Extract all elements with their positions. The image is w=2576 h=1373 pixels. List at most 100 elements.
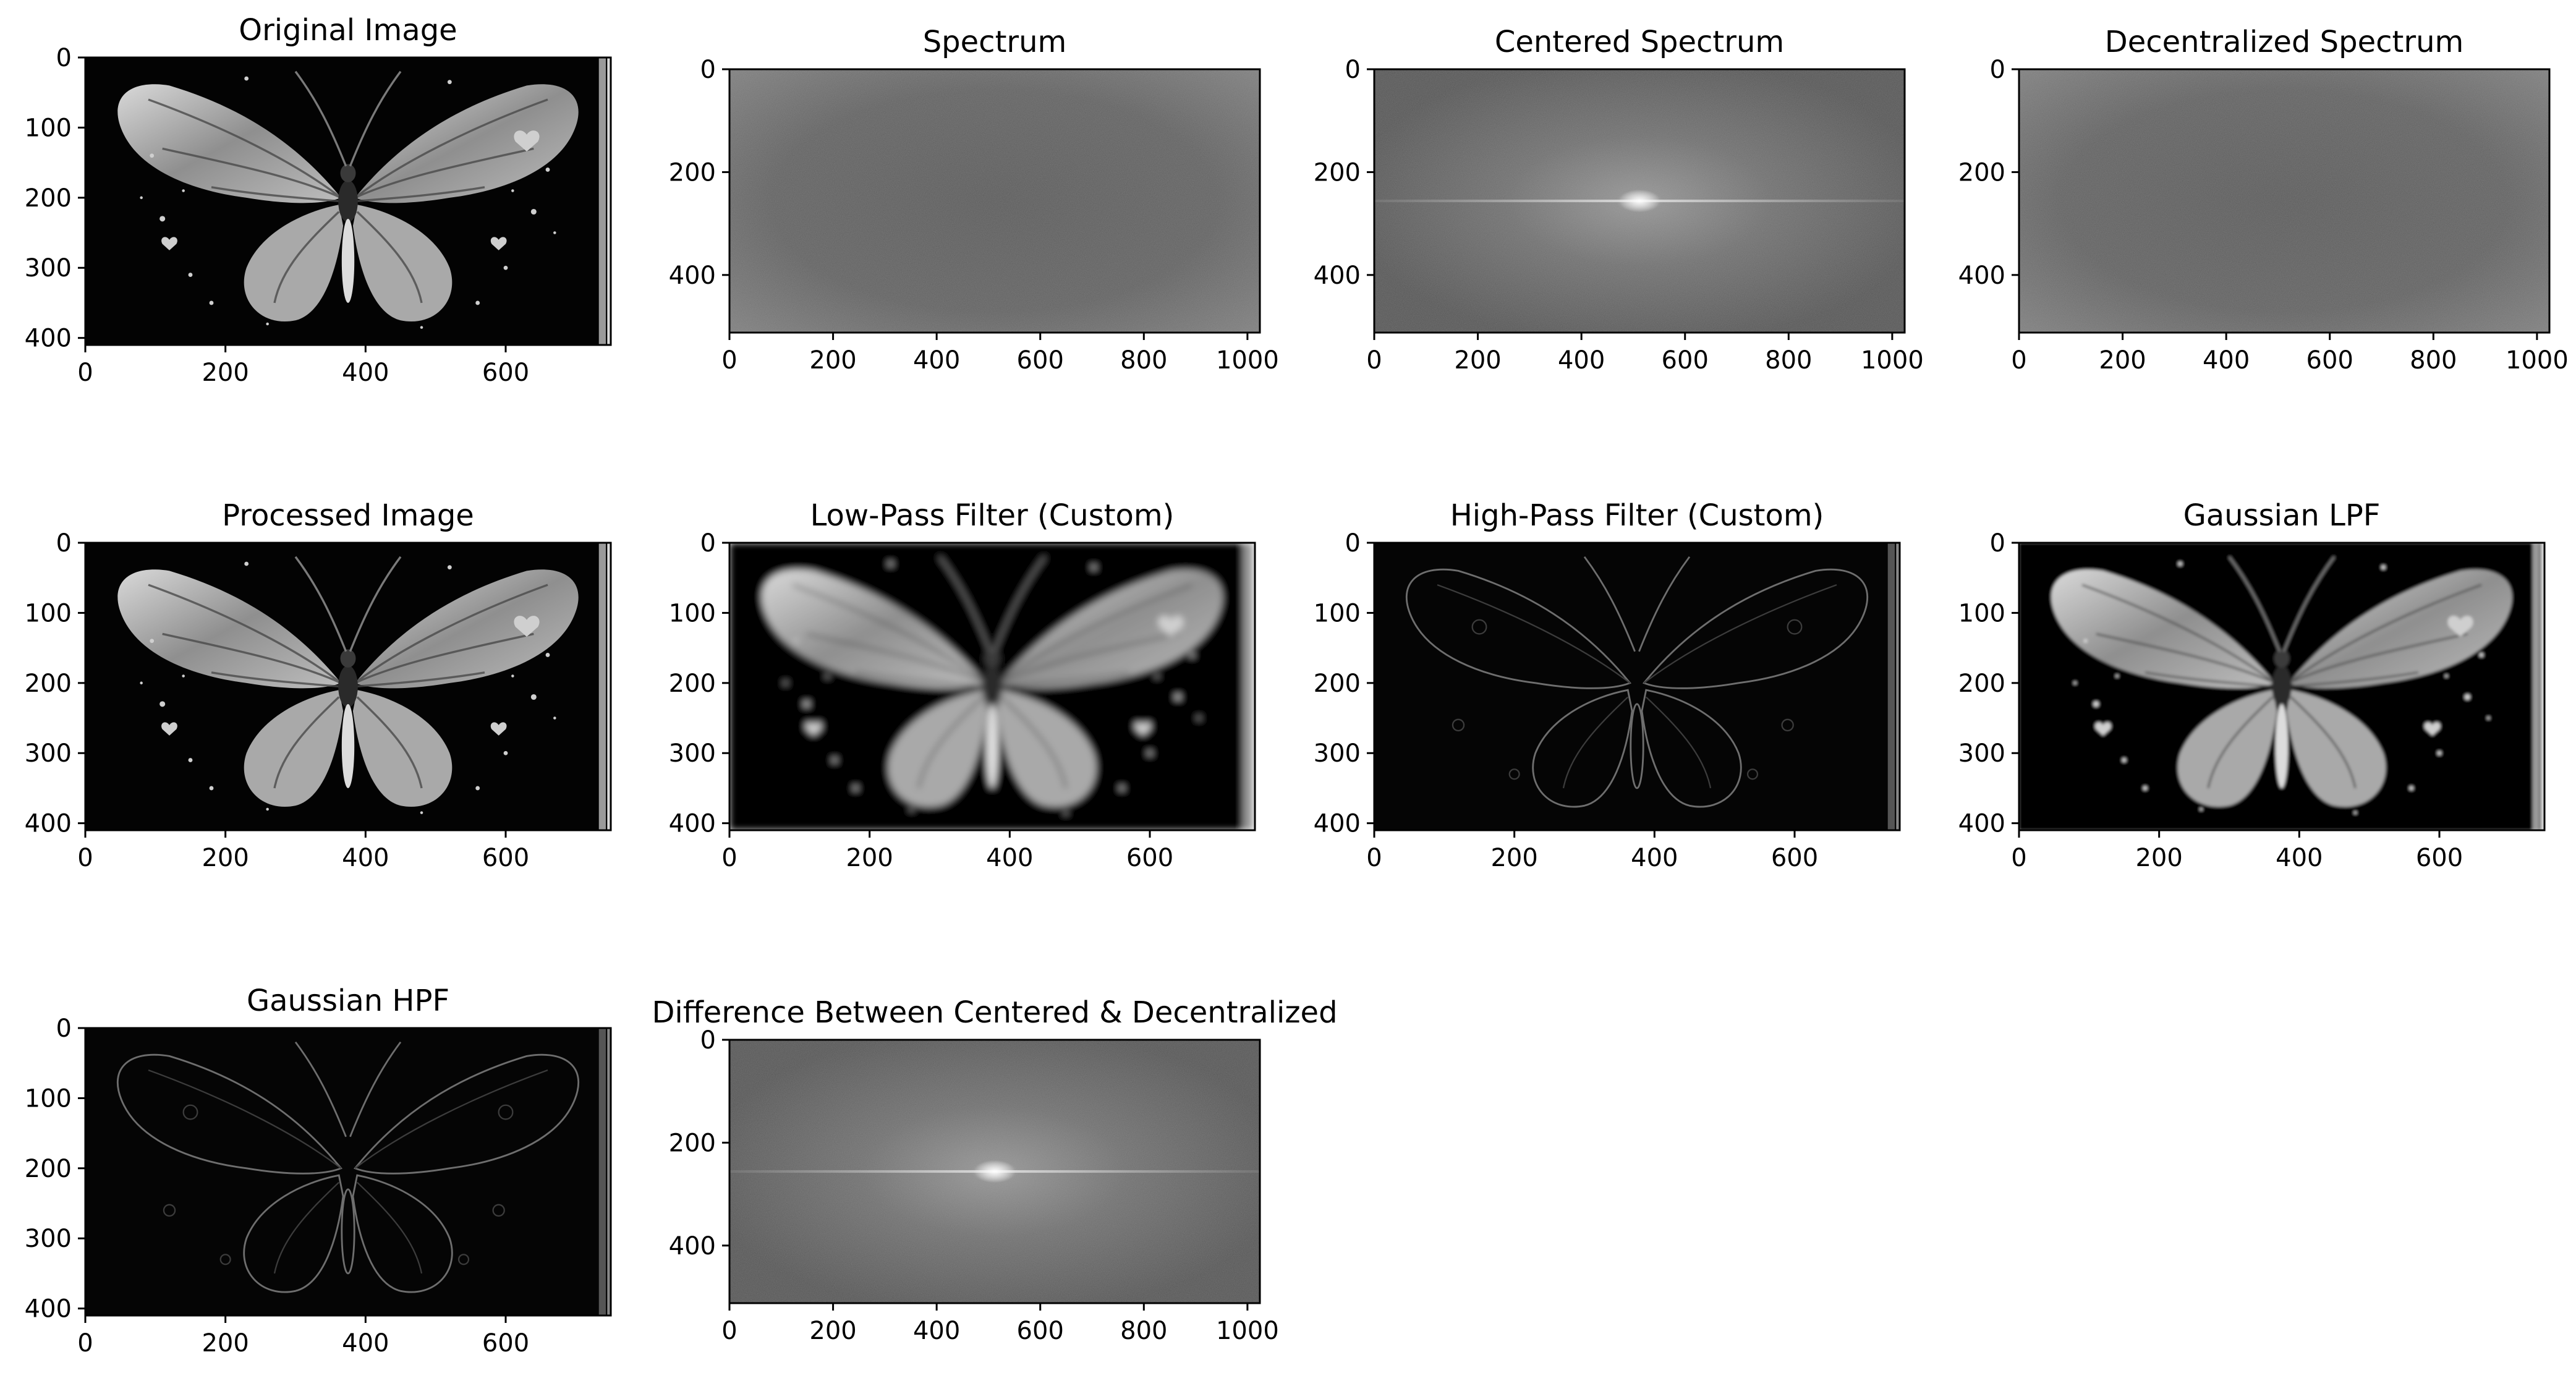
panel-title: High-Pass Filter (Custom) (1450, 498, 1824, 533)
x-tick-label: 0 (2011, 844, 2026, 872)
y-tick-label: 200 (1958, 158, 2005, 187)
axes-frame (1373, 542, 1901, 831)
x-tick-label: 600 (2306, 346, 2353, 375)
y-tick-label: 200 (1314, 669, 1361, 698)
x-tick-label: 400 (913, 1317, 960, 1345)
panel-image (1374, 69, 1905, 333)
panel-spectrum: Spectrum 0 200 400 600 800 1000 0 200 400 (669, 25, 1279, 375)
panel-title: Decentralized Spectrum (2105, 25, 2464, 59)
panel-title: Difference Between Centered & Decentrali… (652, 995, 1337, 1030)
x-tick-label: 400 (342, 359, 389, 387)
x-tick-label: 1000 (1216, 346, 1279, 375)
y-tick-label: 0 (1990, 56, 2005, 84)
x-tick-label: 600 (1771, 844, 1818, 872)
y-tick-label: 200 (25, 1155, 72, 1183)
y-tick-label: 100 (25, 1084, 72, 1113)
y-tick-label: 0 (700, 56, 716, 84)
panel-image (2019, 543, 2544, 830)
x-tick-label: 0 (77, 359, 93, 387)
x-tick-label: 600 (482, 844, 529, 872)
x-tick-label: 400 (2203, 346, 2250, 375)
axes-frame (728, 542, 1256, 831)
x-tick-label: 0 (77, 844, 93, 872)
x-tick-label: 200 (809, 1317, 856, 1345)
y-tick-label: 400 (669, 261, 716, 290)
x-tick-label: 800 (1120, 346, 1167, 375)
y-tick-label: 300 (1314, 739, 1361, 768)
panel-image (729, 543, 1255, 830)
x-tick-label: 600 (1662, 346, 1709, 375)
x-tick-label: 600 (2416, 844, 2463, 872)
panel-image (1374, 543, 1900, 830)
axes-frame (728, 1039, 1261, 1304)
x-tick-label: 400 (1558, 346, 1605, 375)
axes-frame (728, 68, 1261, 334)
x-tick-label: 600 (482, 359, 529, 387)
y-tick-label: 400 (669, 810, 716, 838)
x-tick-label: 1000 (2506, 346, 2569, 375)
y-tick-label: 400 (1314, 261, 1361, 290)
x-tick-label: 800 (2410, 346, 2457, 375)
x-tick-label: 200 (1454, 346, 1501, 375)
y-tick-label: 0 (1345, 56, 1361, 84)
axes-frame (84, 1027, 612, 1317)
panel-image (2019, 69, 2549, 333)
x-tick-label: 200 (2135, 844, 2182, 872)
y-tick-label: 300 (25, 254, 72, 283)
y-tick-label: 0 (56, 529, 72, 558)
x-tick-label: 600 (1017, 1317, 1064, 1345)
x-tick-label: 200 (202, 359, 249, 387)
y-tick-label: 400 (1958, 810, 2005, 838)
x-tick-label: 0 (721, 844, 737, 872)
panel-gaussian-hpf: Gaussian HPF 0 200 400 600 0 100 200 300 400 (25, 984, 612, 1358)
y-tick-label: 400 (25, 810, 72, 838)
y-tick-label: 400 (25, 325, 72, 353)
x-tick-label: 400 (2276, 844, 2323, 872)
x-tick-label: 600 (1126, 844, 1173, 872)
x-tick-label: 200 (809, 346, 856, 375)
y-tick-label: 400 (25, 1295, 72, 1324)
y-tick-label: 400 (1958, 261, 2005, 290)
panel-decentralized: Decentralized Spectrum 0 200 400 600 800 1000 0… (1958, 25, 2569, 375)
panel-centered: Centered Spectrum 0 200 400 600 800 1000 0 200 40… (1314, 25, 1924, 375)
x-tick-label: 0 (1366, 346, 1382, 375)
x-tick-label: 200 (202, 844, 249, 872)
x-tick-label: 0 (721, 1317, 737, 1345)
x-tick-label: 800 (1120, 1317, 1167, 1345)
y-tick-label: 0 (56, 1014, 72, 1043)
x-tick-label: 0 (77, 1329, 93, 1358)
panel-title: Gaussian LPF (2183, 498, 2381, 533)
y-tick-label: 100 (1314, 599, 1361, 627)
y-tick-label: 300 (1958, 739, 2005, 768)
y-tick-label: 200 (1314, 158, 1361, 187)
y-tick-label: 300 (25, 739, 72, 768)
y-tick-label: 200 (25, 669, 72, 698)
panel-processed: Processed Image 0 200 400 600 0 100 200 300 400 (25, 498, 612, 872)
panel-hpf-custom: High-Pass Filter (Custom) 0 200 400 600 0 100 2… (1314, 498, 1901, 872)
y-tick-label: 100 (669, 599, 716, 627)
panel-title: Processed Image (222, 498, 474, 533)
x-tick-label: 600 (482, 1329, 529, 1358)
x-tick-label: 200 (846, 844, 893, 872)
x-tick-label: 0 (2011, 346, 2026, 375)
panel-title: Spectrum (923, 25, 1067, 59)
y-tick-label: 0 (700, 529, 716, 558)
panel-title: Centered Spectrum (1495, 25, 1784, 59)
panel-image (85, 57, 611, 345)
x-tick-label: 0 (721, 346, 737, 375)
y-tick-label: 300 (669, 739, 716, 768)
y-tick-label: 0 (56, 44, 72, 72)
y-tick-label: 200 (669, 158, 716, 187)
y-tick-label: 0 (1990, 529, 2005, 558)
x-tick-label: 600 (1017, 346, 1064, 375)
y-tick-label: 200 (1958, 669, 2005, 698)
panel-image (729, 69, 1260, 333)
x-tick-label: 800 (1765, 346, 1812, 375)
panel-image (85, 1028, 611, 1316)
y-tick-label: 400 (1314, 810, 1361, 838)
y-tick-label: 200 (669, 669, 716, 698)
x-tick-label: 200 (1490, 844, 1537, 872)
panel-original: Original Image 0 200 400 600 0 100 200 300 400 (25, 13, 612, 387)
